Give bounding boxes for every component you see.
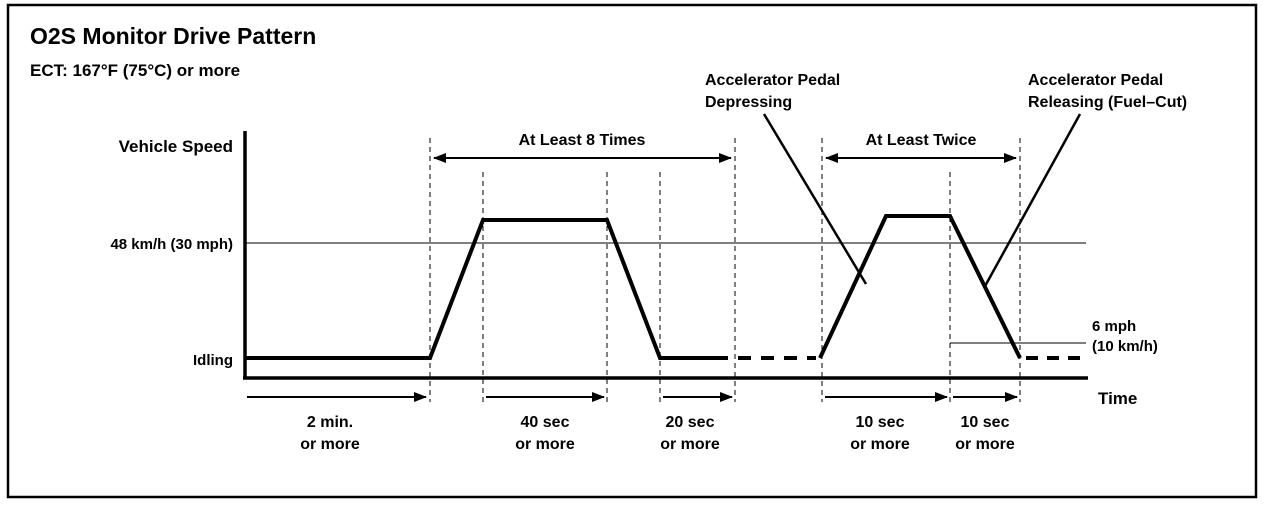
- x-axis-label: Time: [1098, 389, 1137, 408]
- subtitle-ect-condition: ECT: 167°F (75°C) or more: [30, 61, 240, 80]
- pedal-releasing-leader-line: [982, 113, 1082, 289]
- interval-1-qualifier: or more: [515, 436, 575, 453]
- fuel-cut-speed-label-line1: 6 mph: [1092, 318, 1136, 335]
- callout-pedal-releasing-line2: Releasing (Fuel–Cut): [1028, 94, 1187, 111]
- interval-3-duration: 10 sec: [856, 414, 905, 431]
- interval-1-duration: 40 sec: [521, 414, 570, 431]
- repeat-twice-label: At Least Twice: [866, 132, 977, 149]
- interval-4-qualifier: or more: [955, 436, 1015, 453]
- interval-2-qualifier: or more: [660, 436, 720, 453]
- callout-pedal-depressing-line2: Depressing: [705, 94, 792, 111]
- interval-3-qualifier: or more: [850, 436, 910, 453]
- interval-4-duration: 10 sec: [961, 414, 1010, 431]
- interval-2-duration: 20 sec: [666, 414, 715, 431]
- interval-0-duration: 2 min.: [307, 414, 353, 431]
- callout-pedal-depressing-line1: Accelerator Pedal: [705, 72, 840, 89]
- y-axis-label: Vehicle Speed: [119, 137, 233, 156]
- interval-0-qualifier: or more: [300, 436, 360, 453]
- fuel-cut-speed-label-line2: (10 km/h): [1092, 338, 1158, 355]
- idle-label: Idling: [193, 352, 233, 369]
- callout-pedal-releasing-line1: Accelerator Pedal: [1028, 72, 1163, 89]
- page-title: O2S Monitor Drive Pattern: [30, 23, 316, 49]
- speed-trace-first-cycle: [246, 218, 728, 360]
- reference-speed-label: 48 km/h (30 mph): [110, 236, 233, 253]
- diagram-border: [6, 3, 1258, 499]
- pedal-depressing-leader-line: [762, 113, 868, 285]
- repeat-8-label: At Least 8 Times: [519, 132, 646, 149]
